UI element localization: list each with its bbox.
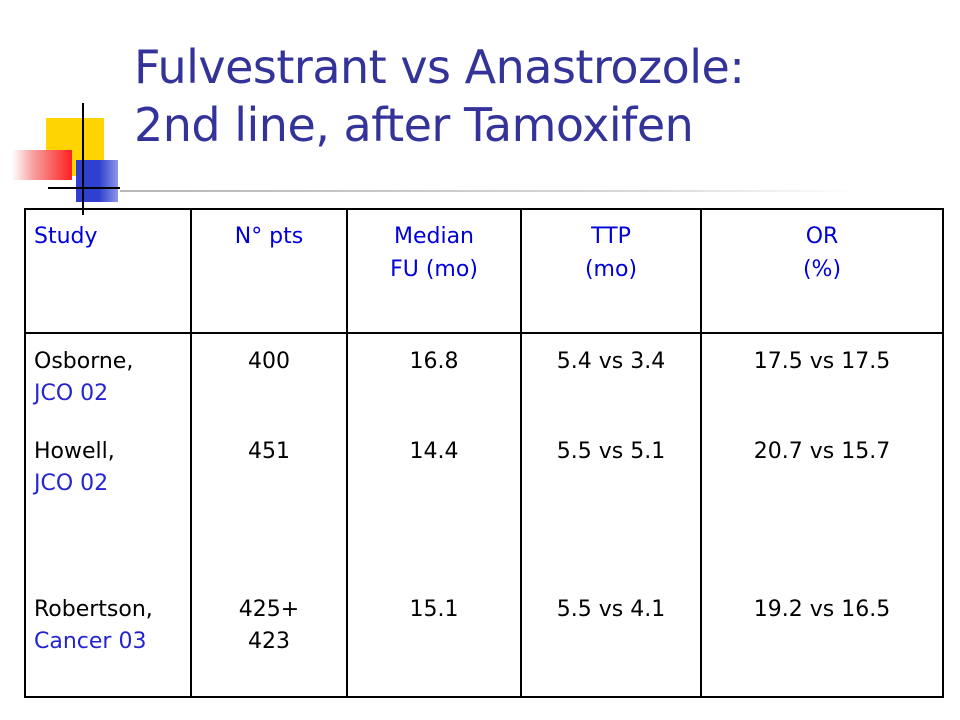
pts-value: 425+ 423: [192, 594, 346, 658]
or-column: 17.5 vs 17.5 20.7 vs 15.7 19.2 vs 16.5: [700, 332, 944, 698]
header-study-label: Study: [34, 224, 98, 249]
ttp-value: 5.5 vs 4.1: [556, 597, 666, 622]
study-name: Osborne,: [34, 349, 134, 374]
study-name: Robertson,: [34, 597, 153, 622]
slide-title-line1: Fulvestrant vs Anastrozole:: [134, 40, 745, 94]
pts-value-line2: 423: [248, 629, 290, 654]
header-ttp: TTP (mo): [520, 208, 702, 334]
header-or-line1: OR: [805, 224, 839, 249]
slide-title: Fulvestrant vs Anastrozole: 2nd line, af…: [134, 38, 934, 154]
ttp-column: 5.4 vs 3.4 5.5 vs 5.1 5.5 vs 4.1: [520, 332, 702, 698]
fu-value: 14.4: [409, 439, 459, 464]
title-divider: [120, 190, 860, 192]
results-table: Study N° pts Median FU (mo) TTP (mo) OR …: [24, 208, 944, 698]
header-fu-line1: Median: [393, 224, 475, 249]
horizontal-line-decoration: [48, 187, 120, 189]
study-entry: Robertson, Cancer 03: [34, 594, 190, 658]
slide-corner-decoration: [0, 0, 140, 220]
header-row: Study N° pts Median FU (mo) TTP (mo) OR …: [24, 208, 944, 334]
study-name: Howell,: [34, 439, 115, 464]
or-value: 19.2 vs 16.5: [753, 597, 891, 622]
pts-value-line1: 425+: [238, 597, 300, 622]
ttp-value: 5.4 vs 3.4: [556, 349, 666, 374]
study-entry: Osborne, JCO 02: [34, 346, 190, 410]
or-value: 20.7 vs 15.7: [753, 439, 891, 464]
header-ttp-line1: TTP: [591, 224, 631, 249]
header-pts: N° pts: [190, 208, 348, 334]
study-entry: Howell, JCO 02: [34, 436, 190, 500]
header-or: OR (%): [700, 208, 944, 334]
vertical-line-decoration: [82, 103, 84, 215]
study-column: Osborne, JCO 02 Howell, JCO 02 Robertson…: [24, 332, 192, 698]
fu-column: 16.8 14.4 15.1: [346, 332, 522, 698]
study-reference: JCO 02: [34, 381, 109, 406]
table-row: Osborne, JCO 02 Howell, JCO 02 Robertson…: [24, 332, 944, 698]
fu-value: 16.8: [409, 349, 459, 374]
header-fu: Median FU (mo): [346, 208, 522, 334]
pts-value: 400: [248, 349, 290, 374]
header-study: Study: [24, 208, 192, 334]
ttp-value: 5.5 vs 5.1: [556, 439, 666, 464]
header-fu-line2: FU (mo): [390, 257, 478, 282]
fu-value: 15.1: [409, 597, 459, 622]
study-reference: Cancer 03: [34, 629, 147, 654]
or-value: 17.5 vs 17.5: [753, 349, 891, 374]
pts-value: 451: [248, 439, 290, 464]
red-bar-decoration: [12, 150, 72, 180]
header-pts-label: N° pts: [234, 224, 304, 249]
header-or-line2: (%): [802, 257, 842, 282]
slide-title-line2: 2nd line, after Tamoxifen: [134, 98, 694, 152]
pts-column: 400 451 425+ 423: [190, 332, 348, 698]
header-ttp-line2: (mo): [584, 257, 638, 282]
study-reference: JCO 02: [34, 471, 109, 496]
